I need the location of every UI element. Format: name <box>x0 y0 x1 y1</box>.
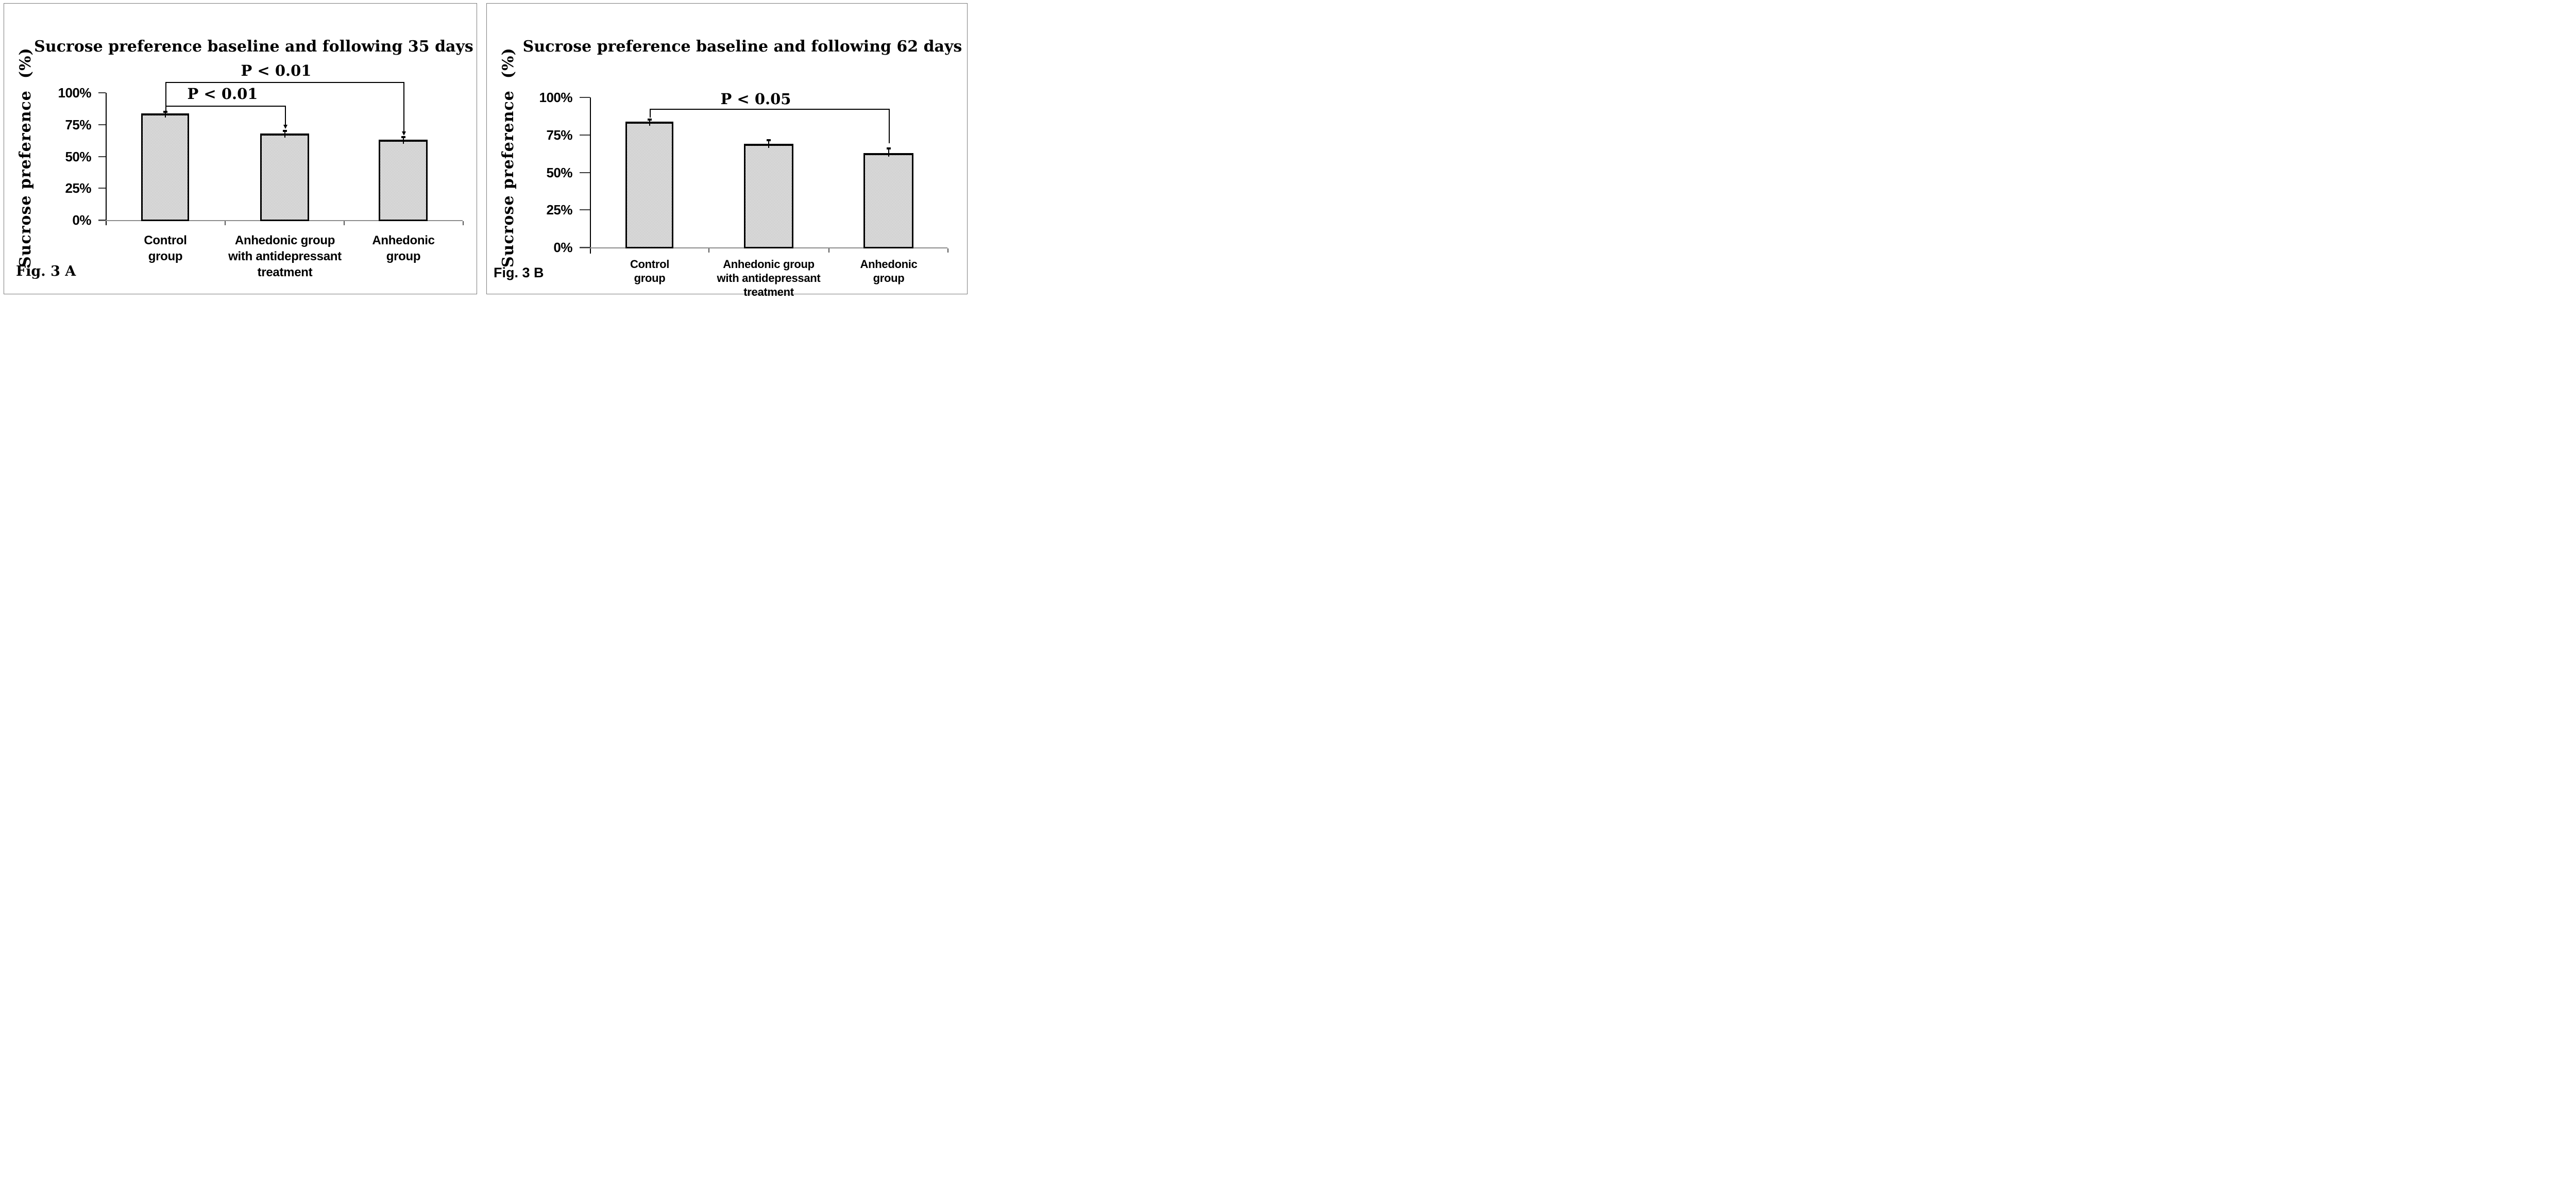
error-bar-cap <box>767 139 771 141</box>
bar-anhedonic-group <box>863 153 913 248</box>
y-tick-label: 0% <box>72 212 91 228</box>
y-tick <box>98 220 106 221</box>
x-tick <box>828 248 829 253</box>
y-tick-label: 75% <box>546 127 572 143</box>
sig-bracket-left-drop <box>650 109 651 118</box>
x-category-label: Anhedonic group <box>372 233 435 263</box>
sig-bracket-right-drop <box>285 106 286 125</box>
y-tick-label: 25% <box>65 180 91 196</box>
y-tick <box>98 92 106 93</box>
panel-fig-3b: Sucrose preference baseline and followin… <box>486 3 968 297</box>
sig-bracket-right-drop <box>889 109 890 143</box>
y-axis-line <box>106 93 107 225</box>
error-bar-cap <box>648 119 652 121</box>
x-tick <box>344 221 345 225</box>
error-bar-stem <box>165 112 166 118</box>
x-category-label: Anhedonic group with antidepressant treatm… <box>717 258 821 297</box>
down-arrow-icon <box>402 131 406 136</box>
sig-bracket-line <box>165 82 404 83</box>
bar-control-group <box>625 122 673 248</box>
panel-fig-3a: Sucrose preference baseline and followin… <box>4 3 477 294</box>
bar-anhedonic-group-with-antidepressant-treatment <box>260 133 309 221</box>
y-tick <box>580 209 590 210</box>
y-tick-label: 50% <box>546 165 572 180</box>
x-tick <box>463 221 464 225</box>
p-value-label: P < 0.05 <box>720 90 791 108</box>
error-bar-cap <box>283 130 287 132</box>
error-bar-stem <box>649 120 650 126</box>
y-tick <box>98 124 106 125</box>
x-category-label: Control group <box>630 258 670 285</box>
plot-area: 0% 25% 50% 75% 100% Control group Anhedonic gro… <box>4 4 477 294</box>
y-tick-label: 50% <box>65 149 91 164</box>
error-bar-stem <box>768 141 769 148</box>
error-bar-cap <box>887 147 891 149</box>
y-tick <box>580 172 590 173</box>
error-bar-stem <box>888 149 889 157</box>
fig-label: Fig. 3 B <box>494 265 544 280</box>
bar-control-group <box>141 113 189 221</box>
p-value-label: P < 0.01 <box>187 85 258 103</box>
y-tick <box>580 135 590 136</box>
down-arrow-icon <box>283 125 287 129</box>
p-value-label: P < 0.01 <box>241 62 312 79</box>
y-tick-label: 100% <box>539 90 573 105</box>
y-tick <box>98 188 106 189</box>
chart-title: Sucrose preference baseline and followin… <box>522 37 962 56</box>
x-category-label: Anhedonic group <box>860 258 918 285</box>
error-bar-cap <box>401 136 405 138</box>
bar-anhedonic-group <box>379 140 428 221</box>
error-bar-stem <box>284 131 285 138</box>
bar-anhedonic-group-with-antidepressant-treatment <box>744 144 793 248</box>
error-bar-cap <box>163 111 167 113</box>
error-bar-stem <box>403 138 404 144</box>
y-tick-label: 75% <box>65 117 91 132</box>
sig-bracket-right-drop <box>403 82 404 131</box>
x-tick <box>708 248 709 253</box>
x-category-label: Control group <box>144 233 187 263</box>
fig-label: Fig. 3 A <box>16 263 76 279</box>
x-category-label: Anhedonic group with antidepressant treatm… <box>228 233 342 279</box>
y-tick <box>580 247 590 248</box>
y-tick <box>580 97 590 98</box>
y-tick-label: 25% <box>546 202 572 218</box>
y-tick <box>98 156 106 157</box>
figure-page: Sucrose preference baseline and followin… <box>0 0 969 297</box>
y-axis-line <box>590 97 591 254</box>
plot-area: 0% 25% 50% 75% 100% Control group Anhedonic gro… <box>487 4 967 297</box>
y-tick-label: 0% <box>553 240 572 255</box>
sig-bracket-line <box>650 109 890 110</box>
chart-title: Sucrose preference baseline and followin… <box>34 37 473 56</box>
x-tick <box>225 221 226 225</box>
x-tick <box>947 248 948 253</box>
sig-bracket-line <box>165 106 286 107</box>
y-tick-label: 100% <box>58 85 92 101</box>
sig-bracket-left-drop <box>165 82 166 111</box>
